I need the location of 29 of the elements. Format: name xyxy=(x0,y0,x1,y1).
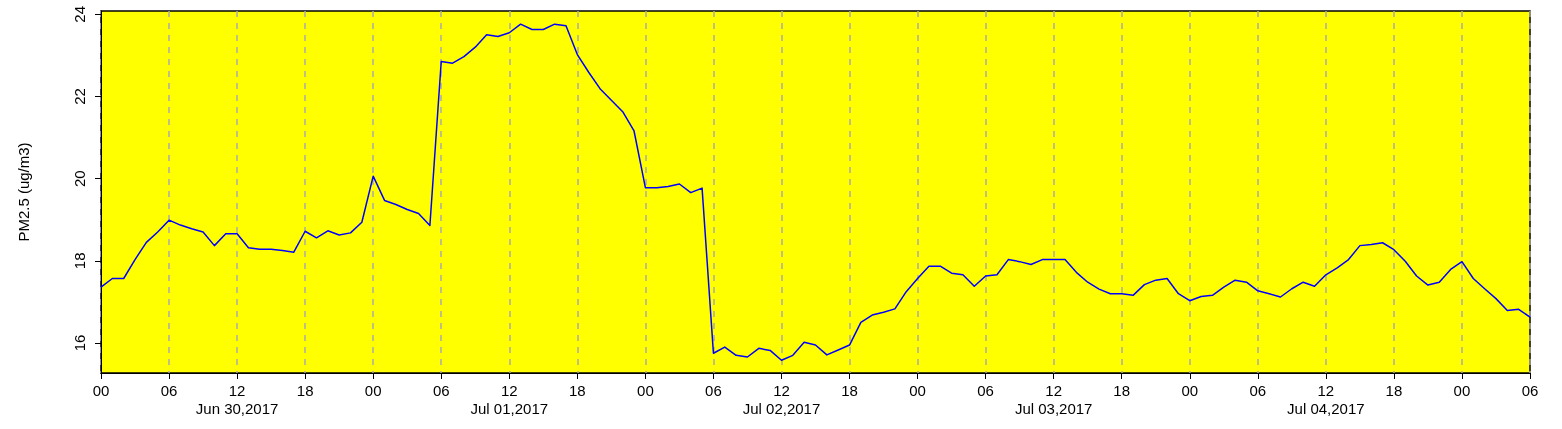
x-tick-label: 00 xyxy=(364,381,382,399)
y-tick-label: 18 xyxy=(71,252,88,270)
x-tick-label: 12 Jul 02,2017 xyxy=(742,381,821,417)
x-tick-label: 18 xyxy=(568,381,586,399)
y-axis-title: PM2.5 (ug/m3) xyxy=(15,142,32,242)
x-tick-label: 12 Jul 03,2017 xyxy=(1014,381,1093,417)
y-tick-label: 20 xyxy=(71,170,88,187)
x-tick-label: 18 xyxy=(296,381,314,399)
x-tick-label: 00 xyxy=(909,381,926,399)
x-tick-label: 06 xyxy=(977,381,994,399)
x-tick-label: 00 xyxy=(92,381,110,399)
y-tick-label: 16 xyxy=(71,334,88,352)
x-tick-label: 12 Jul 01,2017 xyxy=(470,381,549,417)
x-tick-label: 06 xyxy=(160,381,178,399)
x-tick-label: 00 xyxy=(1453,381,1471,399)
line-series xyxy=(100,23,1531,362)
x-tick-label: 00 xyxy=(1181,381,1199,399)
x-tick-label: 06 xyxy=(432,381,450,399)
x-tick-label: 06 xyxy=(705,381,722,399)
x-tick-label: 18 xyxy=(1113,381,1131,399)
x-tick-label: 18 xyxy=(841,381,858,399)
x-tick-label: 18 xyxy=(1385,381,1403,399)
y-tick-label: 22 xyxy=(71,88,88,105)
x-tick-label: 06 xyxy=(1249,381,1267,399)
x-tick-label: 06 xyxy=(1521,381,1539,399)
x-tick-label: 12 Jun 30,2017 xyxy=(195,381,279,417)
y-tick-label: 24 xyxy=(71,5,88,23)
x-tick-label: 00 xyxy=(637,381,654,399)
x-tick-label: 12 Jul 04,2017 xyxy=(1287,381,1365,417)
